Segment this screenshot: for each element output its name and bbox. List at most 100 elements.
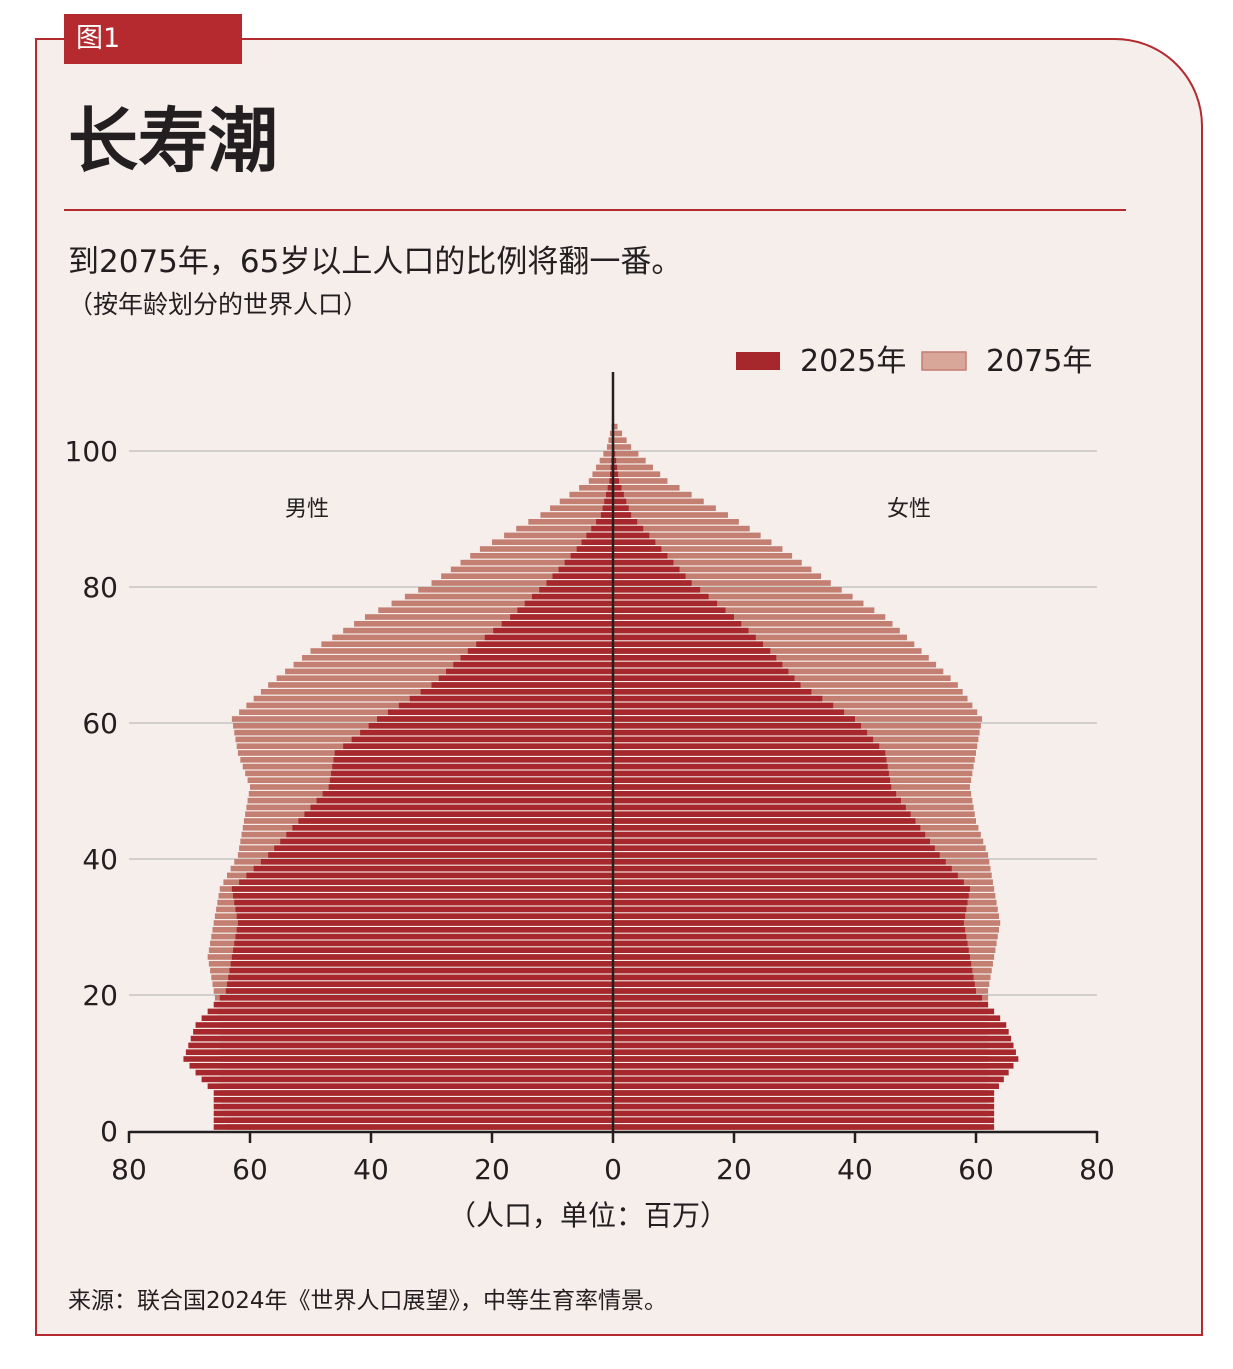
bar-2025-male-age-14: [193, 1029, 613, 1035]
bar-2025-male-age-48: [316, 797, 613, 804]
bar-2025-male-age-20: [225, 988, 614, 994]
bar-2025-male-age-33: [234, 899, 613, 906]
bars-2025: [183, 430, 1019, 1130]
bar-2075-male-age-73: [343, 627, 613, 634]
bar-2075-male-age-85: [479, 546, 613, 552]
bar-2025-female-age-84: [613, 553, 668, 559]
bar-2075-female-age-84: [613, 553, 793, 559]
bar-2025-female-age-43: [613, 831, 926, 838]
bar-2025-male-age-49: [322, 791, 613, 797]
x-tick-label-4: 0: [604, 1153, 622, 1186]
bar-2025-male-age-26: [233, 947, 613, 953]
title-divider: [64, 209, 1126, 211]
bar-2025-female-age-49: [613, 791, 897, 797]
bar-2025-male-age-21: [227, 981, 613, 987]
x-tick-label-6: 40: [837, 1153, 873, 1186]
bar-2025-female-age-85: [613, 546, 662, 552]
bar-2025-female-age-40: [613, 852, 940, 858]
bar-2075-male-age-74: [354, 621, 613, 627]
bar-2025-female-age-3: [613, 1103, 995, 1110]
bar-2025-male-age-68: [453, 661, 613, 668]
bar-2075-female-age-88: [613, 525, 750, 532]
bar-2075-female-age-94: [613, 485, 680, 491]
bar-2025-male-age-43: [286, 831, 613, 838]
bar-2025-female-age-21: [613, 981, 975, 987]
bar-2075-male-age-94: [579, 485, 613, 491]
bar-2075-male-age-89: [528, 519, 613, 525]
bar-2025-female-age-87: [613, 532, 650, 539]
bar-2025-female-age-83: [613, 559, 674, 566]
x-tick-label-5: 20: [716, 1153, 752, 1186]
bar-2075-female-age-73: [613, 627, 900, 634]
bar-2075-male-age-93: [569, 491, 613, 498]
bar-2075-male-age-96: [592, 471, 613, 477]
bar-2025-female-age-71: [613, 641, 764, 647]
y-tick-label-60: 60: [82, 707, 118, 740]
bar-2075-male-age-82: [450, 566, 613, 573]
bar-2025-male-age-89: [596, 519, 613, 525]
x-tick-label-2: 40: [353, 1153, 389, 1186]
bar-2025-female-age-73: [613, 627, 749, 634]
chart-subnote: （按年龄划分的世界人口）: [68, 290, 369, 319]
bar-2075-female-age-71: [613, 641, 915, 647]
bar-2075-female-age-81: [613, 573, 822, 579]
bar-2025-male-age-27: [234, 940, 613, 947]
bar-2025-female-age-44: [613, 825, 921, 831]
bar-2075-male-age-80: [431, 580, 613, 586]
bar-2025-female-age-78: [613, 593, 709, 600]
bar-2025-female-age-93: [613, 491, 624, 498]
y-tick-label-100: 100: [65, 435, 118, 468]
legend-swatch-2075: [921, 351, 967, 371]
bar-2025-female-age-12: [613, 1042, 1014, 1049]
bar-2075-male-age-90: [540, 512, 613, 518]
bar-2025-female-age-36: [613, 879, 964, 885]
bar-2025-male-age-77: [524, 600, 613, 607]
bar-2025-male-age-92: [604, 498, 613, 505]
y-tick-label-0: 0: [100, 1115, 118, 1148]
x-tick-label-3: 20: [474, 1153, 510, 1186]
x-tick-label-1: 60: [232, 1153, 268, 1186]
bar-2025-female-age-47: [613, 804, 906, 811]
bar-2075-male-age-72: [332, 634, 613, 641]
bar-2025-male-age-9: [189, 1063, 613, 1069]
bar-2025-female-age-56: [613, 743, 880, 749]
bar-2025-male-age-5: [213, 1090, 613, 1096]
bar-2025-female-age-58: [613, 729, 868, 736]
bar-2025-female-age-0: [613, 1124, 995, 1130]
x-tick-label-7: 60: [958, 1153, 994, 1186]
bar-2025-female-age-30: [613, 920, 964, 926]
bar-2025-male-age-39: [260, 859, 613, 865]
bar-2075-female-age-85: [613, 546, 783, 552]
bar-2075-male-age-83: [460, 559, 613, 566]
bar-2075-male-age-81: [441, 573, 613, 579]
bar-2025-female-age-25: [613, 954, 970, 960]
bar-2025-female-age-74: [613, 621, 742, 627]
bar-2025-male-age-41: [274, 845, 613, 851]
bar-2025-female-age-28: [613, 933, 967, 940]
bar-2025-female-age-64: [613, 689, 812, 695]
bar-2075-female-age-103: [613, 423, 618, 430]
bar-2025-male-age-64: [420, 689, 613, 695]
bar-2075-male-age-98: [599, 457, 613, 464]
bar-2025-female-age-9: [613, 1063, 1014, 1069]
bar-2075-female-age-93: [613, 491, 692, 498]
bar-2025-female-age-19: [613, 995, 983, 1001]
bar-2025-female-age-22: [613, 974, 974, 981]
bar-2075-male-age-100: [606, 444, 613, 450]
bar-2075-male-age-101: [608, 437, 613, 443]
bar-2025-female-age-4: [613, 1097, 995, 1103]
bar-2075-male-age-76: [378, 607, 613, 613]
bar-2075-female-age-86: [613, 539, 772, 545]
bar-2025-male-age-69: [460, 655, 613, 661]
bar-2025-female-age-57: [613, 736, 874, 743]
bar-2025-male-age-56: [343, 743, 613, 749]
bar-2025-female-age-16: [613, 1015, 1001, 1021]
bar-2025-female-age-7: [613, 1076, 1004, 1083]
bar-2025-female-age-11: [613, 1049, 1016, 1055]
bar-2025-male-age-87: [586, 532, 613, 539]
bar-2025-female-age-10: [613, 1056, 1019, 1062]
legend-swatch-2025: [736, 352, 780, 370]
bar-2025-female-age-70: [613, 648, 771, 654]
bar-2025-male-age-8: [195, 1069, 614, 1076]
